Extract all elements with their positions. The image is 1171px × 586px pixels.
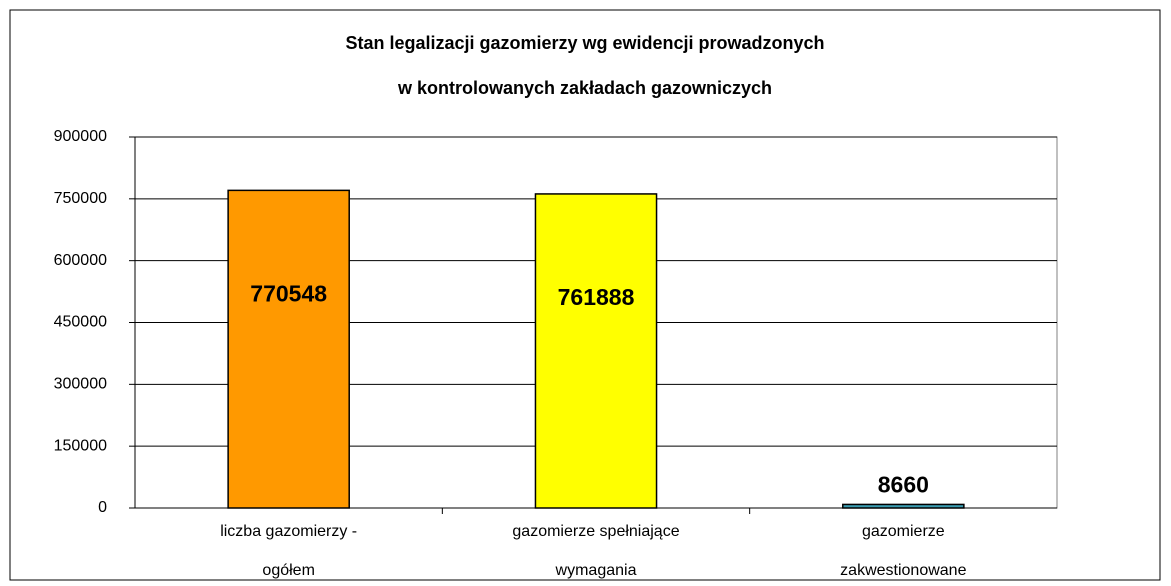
data-label: 770548: [250, 280, 327, 306]
x-tick-label: gazomierze: [862, 523, 945, 540]
bar: [842, 503, 965, 509]
data-label: 761888: [558, 284, 635, 310]
y-tick-label: 150000: [54, 437, 107, 454]
y-tick-label: 750000: [54, 190, 107, 207]
x-tick-label: ogółem: [262, 562, 314, 579]
x-tick-label: zakwestionowane: [840, 562, 966, 579]
bar: [227, 189, 350, 509]
data-label: 8660: [878, 472, 929, 498]
x-tick-label: wymagania: [555, 562, 637, 579]
y-tick-label: 450000: [54, 314, 107, 331]
y-tick-label: 600000: [54, 252, 107, 269]
chart-title: w kontrolowanych zakładach gazowniczych: [397, 78, 772, 98]
y-tick-label: 300000: [54, 376, 107, 393]
x-tick-label: gazomierze spełniające: [512, 523, 679, 540]
bar: [534, 193, 658, 509]
y-tick-label: 900000: [54, 128, 107, 145]
x-tick-label: liczba gazomierzy -: [220, 523, 357, 540]
y-tick-label: 0: [98, 499, 107, 516]
chart-title: Stan legalizacji gazomierzy wg ewidencji…: [345, 33, 824, 53]
